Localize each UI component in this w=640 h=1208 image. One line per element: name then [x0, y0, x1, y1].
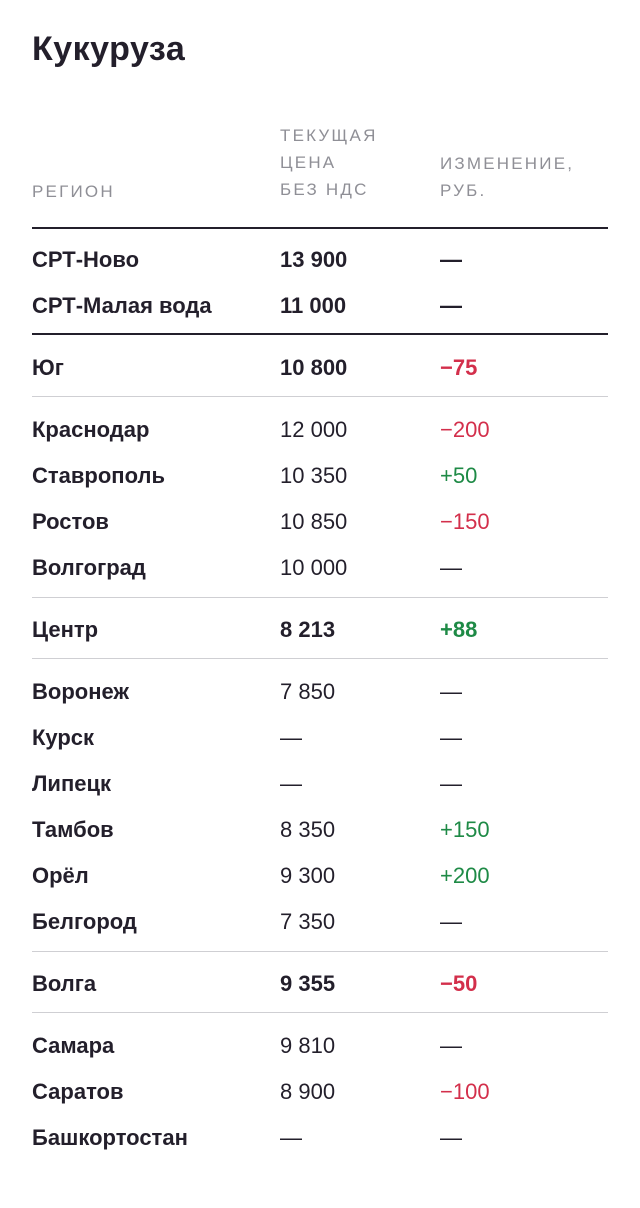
change-cell: +150 — [440, 817, 490, 842]
table-row: Воронеж 7 850 — — [0, 675, 640, 709]
table-row: Орёл 9 300 +200 — [0, 859, 640, 893]
region-cell: СРТ-Ново — [32, 247, 140, 272]
region-cell: Центр — [32, 617, 99, 642]
header-price-line: БЕЗ НДС — [280, 180, 369, 199]
region-cell: Тамбов — [32, 817, 114, 842]
table-row: Волга 9 355 −50 — [0, 967, 640, 1001]
header-change-line: ИЗМЕНЕНИЕ, — [440, 154, 575, 173]
header-region-label: РЕГИОН — [32, 182, 115, 201]
region-cell: Волгоград — [32, 555, 146, 580]
region-cell: Ставрополь — [32, 463, 165, 488]
price-cell: 9 355 — [280, 971, 336, 996]
region-cell: Белгород — [32, 909, 137, 934]
change-cell: −50 — [440, 971, 478, 996]
header-region: РЕГИОН — [32, 178, 115, 205]
table-row: Липецк — — — [0, 767, 640, 801]
row-divider — [32, 951, 608, 952]
table-row: СРТ-Малая вода 11 000 — — [0, 289, 640, 323]
price-cell: — — [280, 1125, 302, 1150]
change-cell: — — [440, 247, 462, 272]
region-cell: Юг — [32, 355, 64, 380]
price-cell: 13 900 — [280, 247, 348, 272]
row-divider — [32, 1012, 608, 1013]
change-cell: — — [440, 679, 462, 704]
change-cell: −150 — [440, 509, 490, 534]
price-cell: 8 350 — [280, 817, 336, 842]
price-cell: 10 350 — [280, 463, 348, 488]
table-row: Белгород 7 350 — — [0, 905, 640, 939]
header-change: ИЗМЕНЕНИЕ, РУБ. — [440, 150, 574, 204]
group-divider — [32, 333, 608, 335]
change-cell: — — [440, 1033, 462, 1058]
change-cell: — — [440, 909, 462, 934]
price-cell: 9 300 — [280, 863, 336, 888]
price-cell: 8 900 — [280, 1079, 336, 1104]
header-change-line: РУБ. — [440, 181, 487, 200]
region-cell: Саратов — [32, 1079, 124, 1104]
change-cell: — — [440, 293, 462, 318]
region-cell: Башкортостан — [32, 1125, 188, 1150]
change-cell: −100 — [440, 1079, 490, 1104]
change-cell: — — [440, 725, 462, 750]
price-cell: — — [280, 725, 302, 750]
region-cell: Волга — [32, 971, 97, 996]
change-cell: +200 — [440, 863, 490, 888]
row-divider — [32, 597, 608, 598]
region-cell: Курск — [32, 725, 95, 750]
table-row: Тамбов 8 350 +150 — [0, 813, 640, 847]
region-cell: СРТ-Малая вода — [32, 293, 212, 318]
table-row: Краснодар 12 000 −200 — [0, 413, 640, 447]
change-cell: −75 — [440, 355, 478, 380]
table-row: СРТ-Ново 13 900 — — [0, 243, 640, 277]
region-cell: Орёл — [32, 863, 89, 888]
price-cell: 12 000 — [280, 417, 348, 442]
header-price: ТЕКУЩАЯ ЦЕНА БЕЗ НДС — [280, 122, 378, 203]
region-cell: Ростов — [32, 509, 109, 534]
price-cell: 10 000 — [280, 555, 348, 580]
change-cell: −200 — [440, 417, 490, 442]
region-cell: Воронеж — [32, 679, 130, 704]
region-cell: Липецк — [32, 771, 112, 796]
region-cell: Краснодар — [32, 417, 150, 442]
change-cell: — — [440, 771, 462, 796]
row-divider — [32, 396, 608, 397]
price-cell: 7 350 — [280, 909, 336, 934]
change-cell: — — [440, 1125, 462, 1150]
page-title: Кукуруза — [32, 30, 186, 68]
table-row: Саратов 8 900 −100 — [0, 1075, 640, 1109]
table-row: Юг 10 800 −75 — [0, 351, 640, 385]
header-price-line: ЦЕНА — [280, 153, 337, 172]
change-cell: +88 — [440, 617, 478, 642]
price-cell: 7 850 — [280, 679, 336, 704]
header-price-line: ТЕКУЩАЯ — [280, 126, 378, 145]
table-row: Курск — — — [0, 721, 640, 755]
change-cell: +50 — [440, 463, 478, 488]
region-cell: Самара — [32, 1033, 115, 1058]
header-divider — [32, 227, 608, 229]
table-row: Ростов 10 850 −150 — [0, 505, 640, 539]
price-cell: — — [280, 771, 302, 796]
price-cell: 11 000 — [280, 293, 347, 318]
price-cell: 9 810 — [280, 1033, 336, 1058]
price-cell: 8 213 — [280, 617, 336, 642]
price-cell: 10 850 — [280, 509, 348, 534]
table-row: Самара 9 810 — — [0, 1029, 640, 1063]
table-row: Башкортостан — — — [0, 1121, 640, 1155]
table-row: Центр 8 213 +88 — [0, 613, 640, 647]
table-row: Волгоград 10 000 — — [0, 551, 640, 585]
price-cell: 10 800 — [280, 355, 348, 380]
change-cell: — — [440, 555, 462, 580]
row-divider — [32, 658, 608, 659]
table-row: Ставрополь 10 350 +50 — [0, 459, 640, 493]
